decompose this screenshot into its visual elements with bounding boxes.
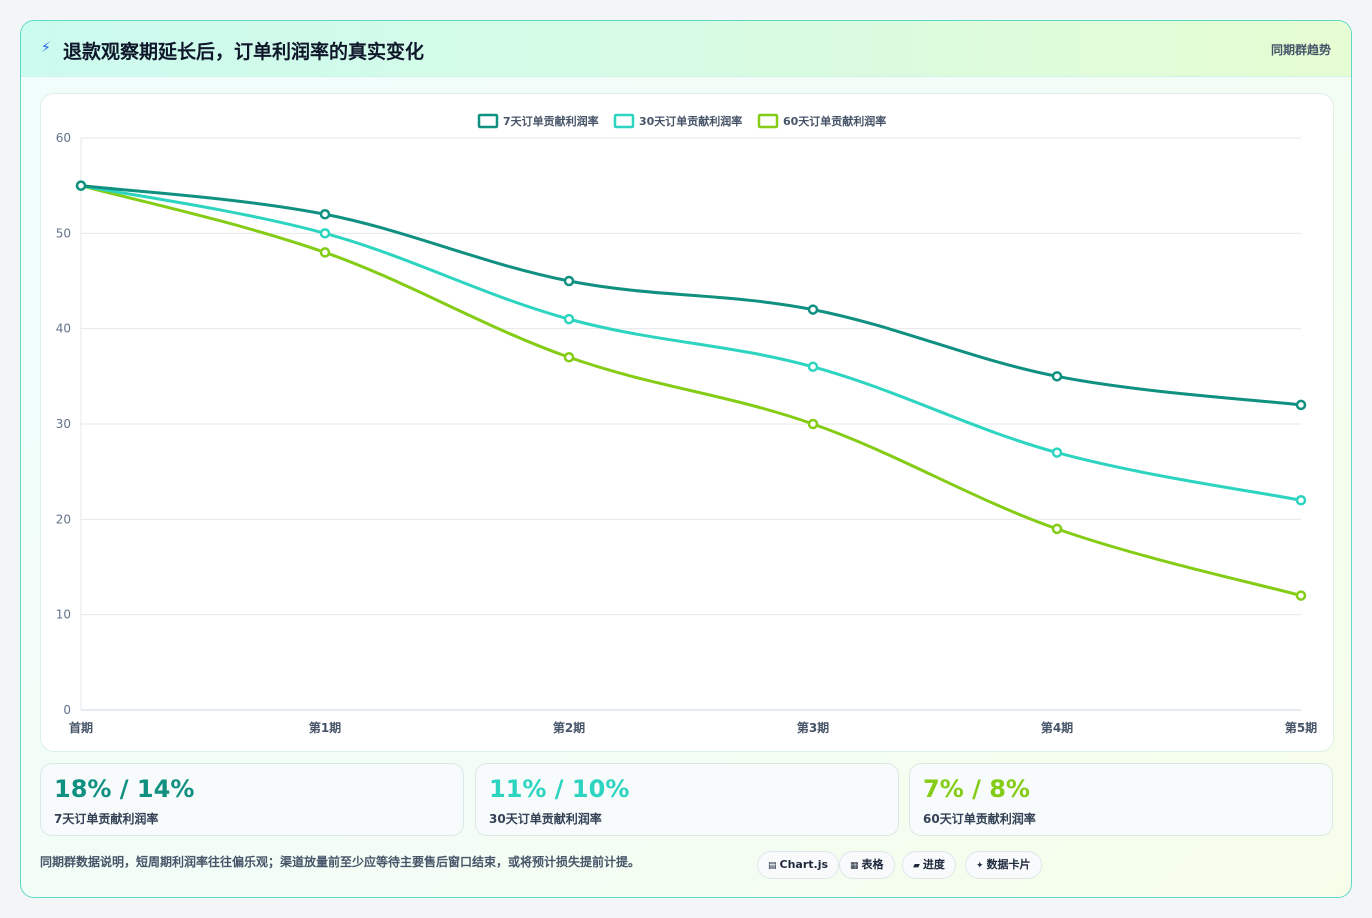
data-point (319, 247, 331, 258)
data-point (563, 313, 575, 325)
pill-label: 进度 (922, 858, 945, 871)
data-point (563, 275, 575, 287)
data-point (1295, 399, 1307, 411)
y-tick-label: 30 (56, 417, 71, 431)
sparkle-icon: ✦ (976, 861, 984, 871)
legend-swatch (613, 113, 635, 129)
x-tick-label: 第5期 (1285, 720, 1317, 735)
data-point (1051, 371, 1063, 382)
x-tick-label: 第1期 (309, 720, 341, 735)
y-tick-label: 60 (56, 131, 71, 145)
page-title: 退款观察期延长后，订单利润率的真实变化 (63, 41, 425, 63)
stat-value: 7% / 8% (923, 775, 1030, 803)
stat-label: 60天订单贡献利润率 (923, 812, 1036, 826)
pill-label: 表格 (861, 858, 884, 871)
legend-swatch (477, 113, 499, 129)
data-point (1295, 590, 1307, 601)
chart-svg: 0 10 20 30 40 50 60 首期 第1期 第2期 第3期 第4期 第5期 7天订单贡献利润率 3… (56, 113, 1317, 735)
x-tick-label: 首期 (69, 720, 93, 735)
legend-label: 7天订单贡献利润率 (503, 114, 599, 128)
stat-card-30d: 11% / 10% 30天订单贡献利润率 (475, 763, 899, 836)
data-point (1295, 495, 1307, 506)
data-point (75, 180, 87, 191)
progress-button[interactable]: ▰ 进度 (902, 851, 956, 879)
stat-label: 7天订单贡献利润率 (54, 812, 159, 826)
dashboard-card: ⚡ 退款观察期延长后，订单利润率的真实变化 同期群趋势 0 10 20 30 40 50 6… (20, 20, 1352, 898)
footer-note: 同期群数据说明，短周期利润率往往偏乐观；渠道放量前至少应等待主要售后窗口结束，或… (40, 855, 641, 869)
data-point (563, 352, 575, 363)
x-tick-label: 第2期 (553, 720, 585, 735)
legend-swatch (757, 113, 779, 129)
line-chart: 0 10 20 30 40 50 60 首期 第1期 第2期 第3期 第4期 第5期 7天订单贡献利润率 3… (40, 93, 1334, 752)
data-point (807, 304, 819, 315)
pill-label: Chart.js (779, 858, 829, 871)
pill-label: 数据卡片 (986, 858, 1031, 871)
chart-icon: ▤ (768, 861, 777, 871)
series-line (80, 184, 1302, 598)
data-point (807, 418, 819, 430)
progress-icon: ▰ (913, 861, 920, 871)
data-point (319, 209, 331, 220)
stat-card-60d: 7% / 8% 60天订单贡献利润率 (909, 763, 1333, 836)
data-card-button[interactable]: ✦ 数据卡片 (965, 851, 1042, 879)
x-tick-label: 第3期 (797, 720, 829, 735)
stat-value: 18% / 14% (54, 775, 195, 803)
chartjs-button[interactable]: ▤ Chart.js (757, 851, 840, 879)
data-point (319, 228, 331, 239)
legend-label: 60天订单贡献利润率 (783, 114, 886, 128)
table-icon: ▦ (850, 861, 859, 871)
lightning-icon: ⚡ (41, 40, 51, 56)
y-tick-label: 40 (56, 322, 71, 336)
y-tick-label: 10 (56, 608, 71, 622)
table-button[interactable]: ▦ 表格 (839, 851, 895, 879)
data-point (807, 361, 819, 373)
y-tick-label: 50 (56, 226, 71, 240)
data-point (1051, 447, 1063, 458)
legend-label: 30天订单贡献利润率 (639, 114, 742, 128)
x-tick-label: 第4期 (1041, 720, 1073, 735)
data-point (1051, 523, 1063, 535)
card-header: ⚡ 退款观察期延长后，订单利润率的真实变化 同期群趋势 (21, 21, 1351, 77)
stat-label: 30天订单贡献利润率 (489, 812, 602, 826)
y-tick-label: 0 (63, 703, 71, 717)
y-tick-label: 20 (56, 512, 71, 526)
header-tag: 同期群趋势 (1270, 43, 1331, 57)
stat-card-7d: 18% / 14% 7天订单贡献利润率 (40, 763, 464, 836)
series-line (80, 184, 1302, 502)
stat-value: 11% / 10% (489, 775, 630, 803)
series-line (80, 184, 1302, 407)
